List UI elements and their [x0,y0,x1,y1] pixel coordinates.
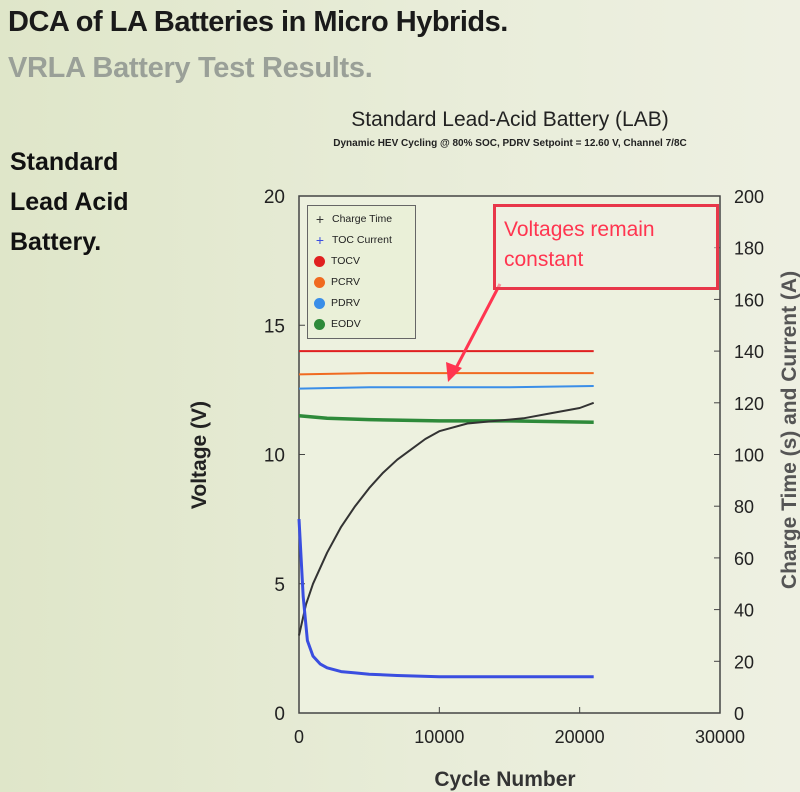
y2-tick-label: 180 [734,239,764,259]
y2-tick-label: 160 [734,290,764,310]
legend-label: TOC Current [332,234,392,246]
y2-tick-label: 80 [734,497,754,517]
side-label: Standard Lead Acid Battery. [10,148,129,256]
y2-tick-label: 20 [734,652,754,672]
legend-item: EODV [312,315,361,333]
annotation-text: Voltages remain constant [504,218,655,271]
legend-label: Charge Time [332,213,393,225]
series-toc-current [297,519,594,679]
series-pcrv [298,372,594,376]
y2-tick-label: 60 [734,549,754,569]
y2-tick-label: 0 [734,704,744,724]
legend-label: PDRV [331,297,360,309]
slide-subtitle: VRLA Battery Test Results. [8,52,373,84]
annotation-arrow-head [446,362,462,382]
legend-cross-marker: + [315,211,325,227]
series-charge-time [298,401,595,636]
y-tick-label: 5 [274,575,285,596]
x-tick-label: 20000 [555,727,605,747]
annotation-box: Voltages remain constant [493,204,719,290]
legend-item: PDRV [312,294,360,312]
x-tick-label: 0 [294,727,304,747]
series-eodv [298,413,594,424]
x-tick-label: 30000 [695,727,745,747]
chart-title: Standard Lead-Acid Battery (LAB) [351,108,669,131]
legend-item: + Charge Time [312,210,392,228]
legend-item: PCRV [312,273,360,291]
x-tick-label: 10000 [414,727,464,747]
legend-label: TOCV [331,255,360,267]
legend-dot-marker [314,318,325,330]
legend-dot-marker [314,255,325,267]
slide-title: DCA of LA Batteries in Micro Hybrids. [8,6,508,38]
y2-axis-label: Charge Time (s) and Current (A) [778,270,800,590]
legend-item: + TOC Current [312,231,392,249]
x-axis-label: Cycle Number [434,768,576,791]
annotation-arrow-line [453,283,502,371]
series-pdrv [298,385,594,390]
y-tick-label: 10 [264,446,285,467]
legend-label: EODV [331,318,361,330]
y-tick-label: 0 [274,704,285,725]
chart-subtitle: Dynamic HEV Cycling @ 80% SOC, PDRV Setp… [333,138,687,149]
y2-tick-label: 200 [734,187,764,207]
y2-tick-label: 40 [734,601,754,621]
legend-dot-marker [314,276,325,288]
y-tick-label: 15 [264,316,285,337]
chart-legend: + Charge Time + TOC Current TOCV PCRV PDRV EODV [307,205,416,339]
legend-item: TOCV [312,252,360,270]
y2-tick-label: 140 [734,342,764,362]
legend-dot-marker [314,297,325,309]
legend-label: PCRV [331,276,360,288]
y-tick-label: 20 [264,187,285,208]
legend-cross-marker: + [315,232,325,248]
y2-tick-label: 100 [734,446,764,466]
y-axis-label: Voltage (V) [188,400,211,510]
y2-tick-label: 120 [734,394,764,414]
